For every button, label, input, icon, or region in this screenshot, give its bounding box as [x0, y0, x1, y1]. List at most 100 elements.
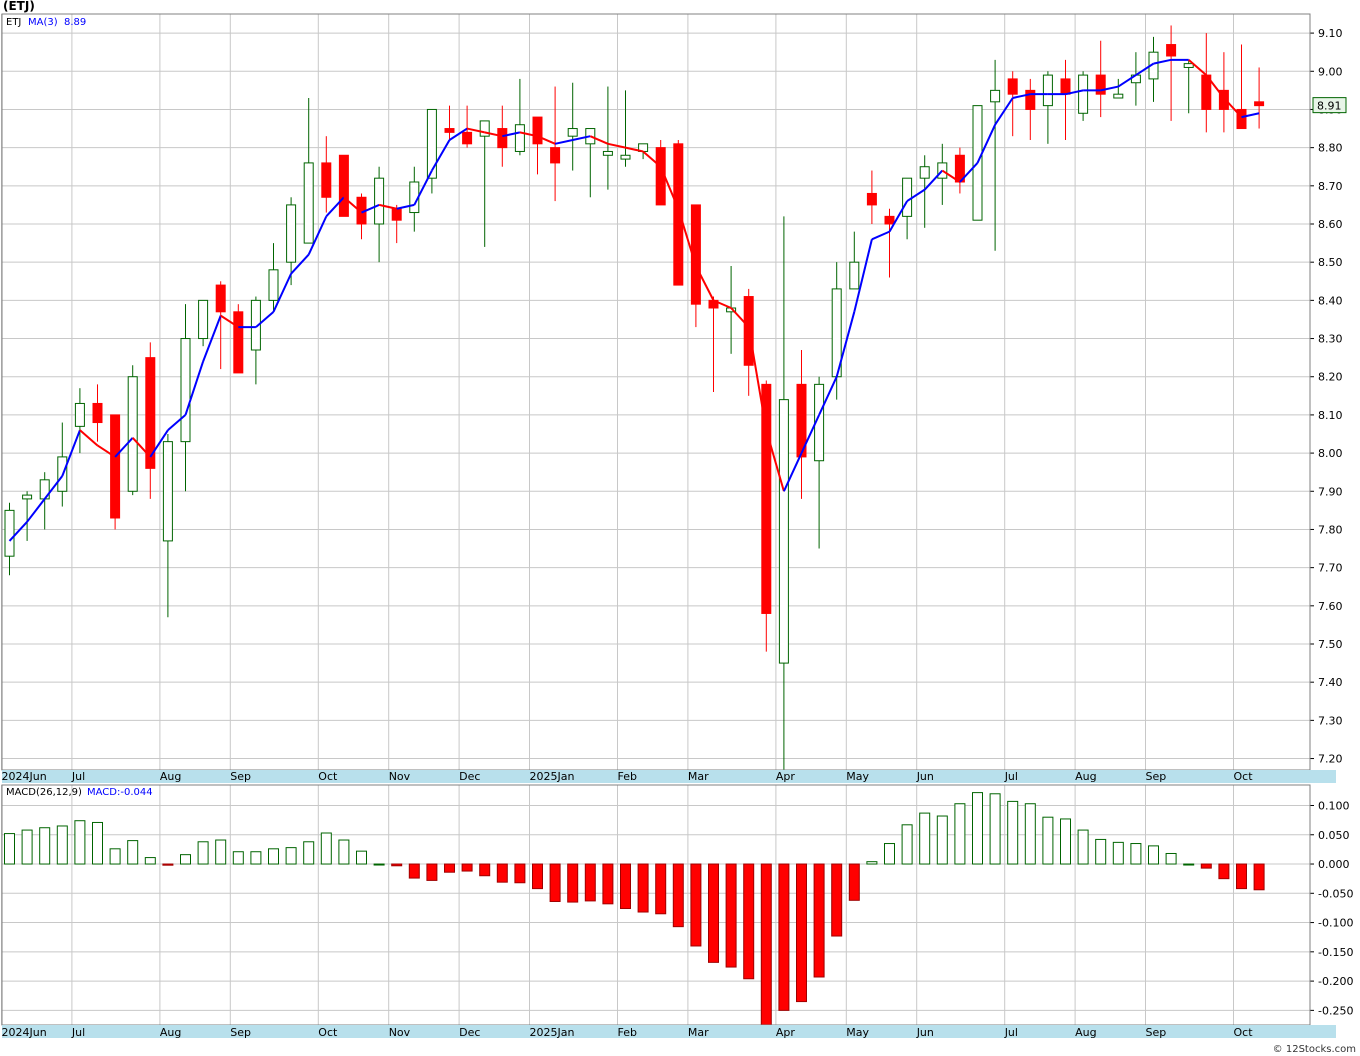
- macd-bar: [778, 863, 790, 1011]
- ma-line-segment: [502, 131, 521, 138]
- credit-text: © 12Stocks.com: [1272, 1044, 1356, 1055]
- macd-bar: [479, 863, 491, 877]
- candle-body: [4, 509, 15, 557]
- macd-xtick-label: May: [846, 1026, 869, 1039]
- candle-body: [1218, 89, 1229, 110]
- candle: [92, 384, 103, 442]
- macd-bar: [831, 863, 843, 937]
- macd-bar: [954, 803, 966, 865]
- candle: [761, 380, 772, 652]
- candle-body: [1254, 101, 1265, 107]
- candle: [673, 140, 684, 286]
- candle-body: [233, 311, 244, 374]
- macd-bar: [285, 847, 297, 865]
- candle-body: [268, 269, 279, 301]
- price-ytick-label: 8.50: [1318, 256, 1343, 269]
- macd-xtick-label: Sep: [230, 1026, 251, 1039]
- ma-line-segment: [1223, 97, 1243, 118]
- ma-line-segment: [396, 203, 415, 210]
- ma-line-segment: [853, 239, 873, 313]
- macd-legend-label: MACD(26,12,9): [6, 787, 82, 798]
- price-xtick-label: Mar: [688, 770, 709, 783]
- price-ytick-label: 8.40: [1318, 294, 1343, 307]
- candle: [620, 90, 631, 167]
- macd-bar: [1112, 841, 1124, 865]
- ma-line-segment: [713, 299, 732, 309]
- ma-line-segment: [220, 314, 239, 328]
- ma-line-segment: [923, 169, 944, 191]
- macd-bar: [901, 824, 913, 865]
- candle-body: [497, 128, 508, 149]
- macd-bar: [39, 827, 51, 865]
- macd-xtick-label: Dec: [459, 1026, 480, 1039]
- ma-line-segment: [413, 170, 433, 206]
- price-panel[interactable]: 7.20 7.30 7.40 7.50 7.60 7.70 7.80 7.90 8.00 8.10…: [1, 13, 1347, 783]
- macd-date-band: [2, 1025, 1336, 1038]
- macd-xtick-label: Nov: [389, 1026, 411, 1039]
- macd-bar: [919, 812, 931, 865]
- macd-bar: [1253, 863, 1265, 891]
- ma-line-segment: [255, 311, 275, 328]
- candle-body: [778, 399, 789, 664]
- ma-line-segment: [1153, 58, 1172, 65]
- candle: [145, 342, 156, 499]
- ma-line-segment: [906, 188, 926, 202]
- price-xtick-label: Aug: [1075, 770, 1096, 783]
- candle: [286, 197, 297, 286]
- candle: [866, 170, 877, 224]
- candle: [22, 491, 33, 541]
- ma-line-segment: [466, 127, 485, 134]
- macd-bar: [373, 863, 385, 866]
- ma-line-segment: [96, 444, 116, 458]
- candle-body: [180, 338, 191, 443]
- ma-line-segment: [625, 146, 644, 153]
- macd-bar: [268, 848, 279, 865]
- ma-line-segment: [361, 203, 380, 214]
- candle-body: [919, 166, 930, 179]
- ma-line-segment: [835, 311, 856, 377]
- candle-body: [321, 162, 332, 198]
- candle-body: [462, 131, 473, 145]
- macd-bar: [549, 863, 561, 902]
- candle-body: [145, 357, 156, 469]
- macd-bar: [1024, 803, 1036, 865]
- price-ytick-label: 7.90: [1318, 485, 1343, 498]
- price-ytick-label: 8.30: [1318, 333, 1343, 346]
- candle-body: [673, 143, 684, 286]
- macd-ytick-label: 0.100: [1318, 799, 1350, 812]
- ma-line-segment: [131, 437, 152, 458]
- ma-line-segment: [1188, 59, 1207, 76]
- macd-xtick-label: Oct: [318, 1026, 338, 1039]
- price-ytick-label: 7.70: [1318, 562, 1343, 575]
- candle: [1042, 71, 1053, 144]
- price-legend-ma: MA(3): [28, 17, 58, 28]
- macd-panel[interactable]: 0.100 0.050 0.000 -0.050 -0.100 -0.150 -0.200 -…: [1, 784, 1354, 1039]
- candle-body: [338, 154, 349, 217]
- candle: [1166, 25, 1177, 121]
- ma-line-segment: [888, 200, 908, 233]
- macd-bar: [989, 793, 1001, 865]
- candle: [1183, 59, 1194, 114]
- candle: [110, 414, 121, 530]
- candle: [1095, 40, 1106, 118]
- macd-bar: [180, 854, 191, 865]
- price-ytick-label: 7.80: [1318, 523, 1343, 536]
- ma-line-segment: [994, 97, 1014, 126]
- candle-body: [532, 116, 543, 145]
- macd-bar: [637, 863, 649, 913]
- candle-body: [1078, 74, 1089, 114]
- price-ytick-label: 7.60: [1318, 600, 1343, 613]
- price-xtick-label: Oct: [318, 770, 338, 783]
- chart-title: (ETJ): [3, 0, 35, 13]
- ma-line-segment: [537, 135, 556, 145]
- price-ytick-label: 8.80: [1318, 142, 1343, 155]
- candle-body: [127, 376, 138, 492]
- ma-line-segment: [202, 315, 222, 362]
- price-ytick-label: 8.20: [1318, 371, 1343, 384]
- ma-line-segment: [554, 139, 573, 145]
- macd-bar: [567, 863, 579, 903]
- candle-body: [602, 150, 613, 156]
- macd-bar: [391, 863, 403, 867]
- ma-line-segment: [871, 230, 890, 241]
- candle-body: [567, 128, 578, 137]
